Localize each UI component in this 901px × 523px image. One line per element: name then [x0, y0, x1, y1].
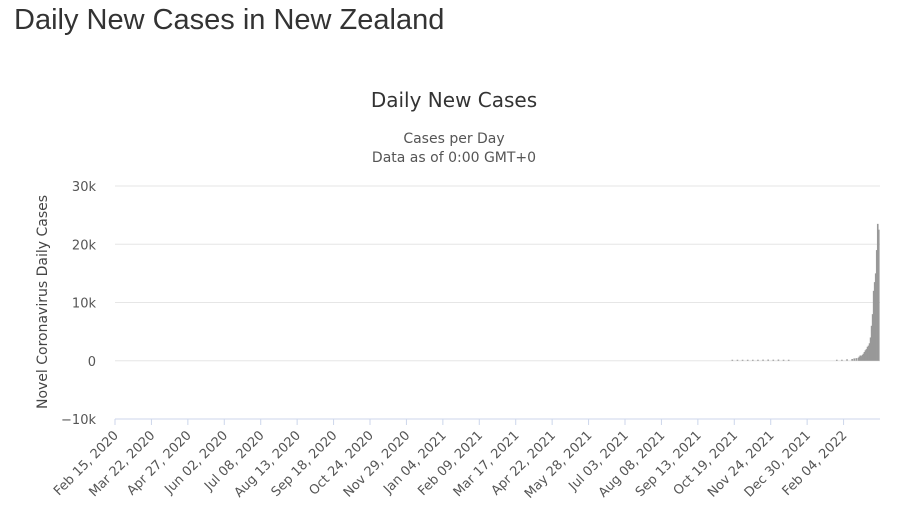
bar — [731, 359, 734, 361]
x-tick-label: Feb 04, 2022 — [780, 428, 851, 499]
bar — [876, 223, 879, 361]
bar — [872, 290, 875, 361]
bar — [767, 359, 769, 361]
bar — [855, 358, 858, 361]
bar — [746, 359, 749, 361]
bar — [787, 359, 790, 361]
y-tick-label: 10k — [72, 297, 97, 312]
y-tick-label: −10k — [61, 413, 96, 428]
bar — [846, 359, 848, 361]
x-tick-label: Jun 02, 2020 — [162, 428, 232, 498]
bar — [859, 355, 862, 361]
bar — [871, 314, 874, 361]
bar — [782, 359, 785, 361]
bar — [841, 359, 843, 361]
chart-subtitle-line-1: Cases per Day — [403, 131, 504, 147]
bar — [874, 273, 877, 361]
bar — [862, 353, 865, 361]
bar — [853, 358, 855, 361]
chart-title: Daily New Cases — [371, 88, 537, 112]
bars — [731, 223, 880, 361]
bar — [873, 282, 876, 361]
bar — [757, 359, 759, 361]
bar — [857, 357, 860, 361]
gridlines — [115, 185, 880, 420]
bar — [835, 359, 838, 361]
page-title: Daily New Cases in New Zealand — [14, 4, 445, 36]
bar — [777, 359, 780, 361]
y-tick-label: 30k — [72, 180, 97, 195]
bar — [864, 350, 867, 361]
bar — [865, 349, 868, 361]
bar — [870, 325, 873, 361]
bar — [752, 359, 754, 361]
bar — [863, 352, 866, 361]
bar — [772, 359, 775, 361]
y-axis-ticks: 30k 20k 10k 0 −10k — [61, 180, 96, 428]
bar — [877, 229, 880, 361]
y-axis-label: Novel Coronavirus Daily Cases — [35, 195, 51, 409]
bar — [860, 356, 863, 361]
y-tick-label: 0 — [88, 355, 96, 370]
bar — [858, 356, 861, 361]
bar — [741, 359, 744, 361]
bar — [869, 337, 872, 361]
y-tick-label: 20k — [72, 238, 97, 253]
bar — [866, 346, 869, 361]
chart-subtitle-line-2: Data as of 0:00 GMT+0 — [372, 150, 536, 166]
bar — [867, 345, 870, 361]
bar — [762, 359, 764, 361]
bar — [736, 359, 739, 361]
bar — [851, 359, 853, 361]
x-tick-label: Jan 04, 2021 — [380, 428, 449, 497]
bar — [875, 250, 878, 361]
bar — [868, 343, 871, 361]
bar — [861, 354, 864, 361]
